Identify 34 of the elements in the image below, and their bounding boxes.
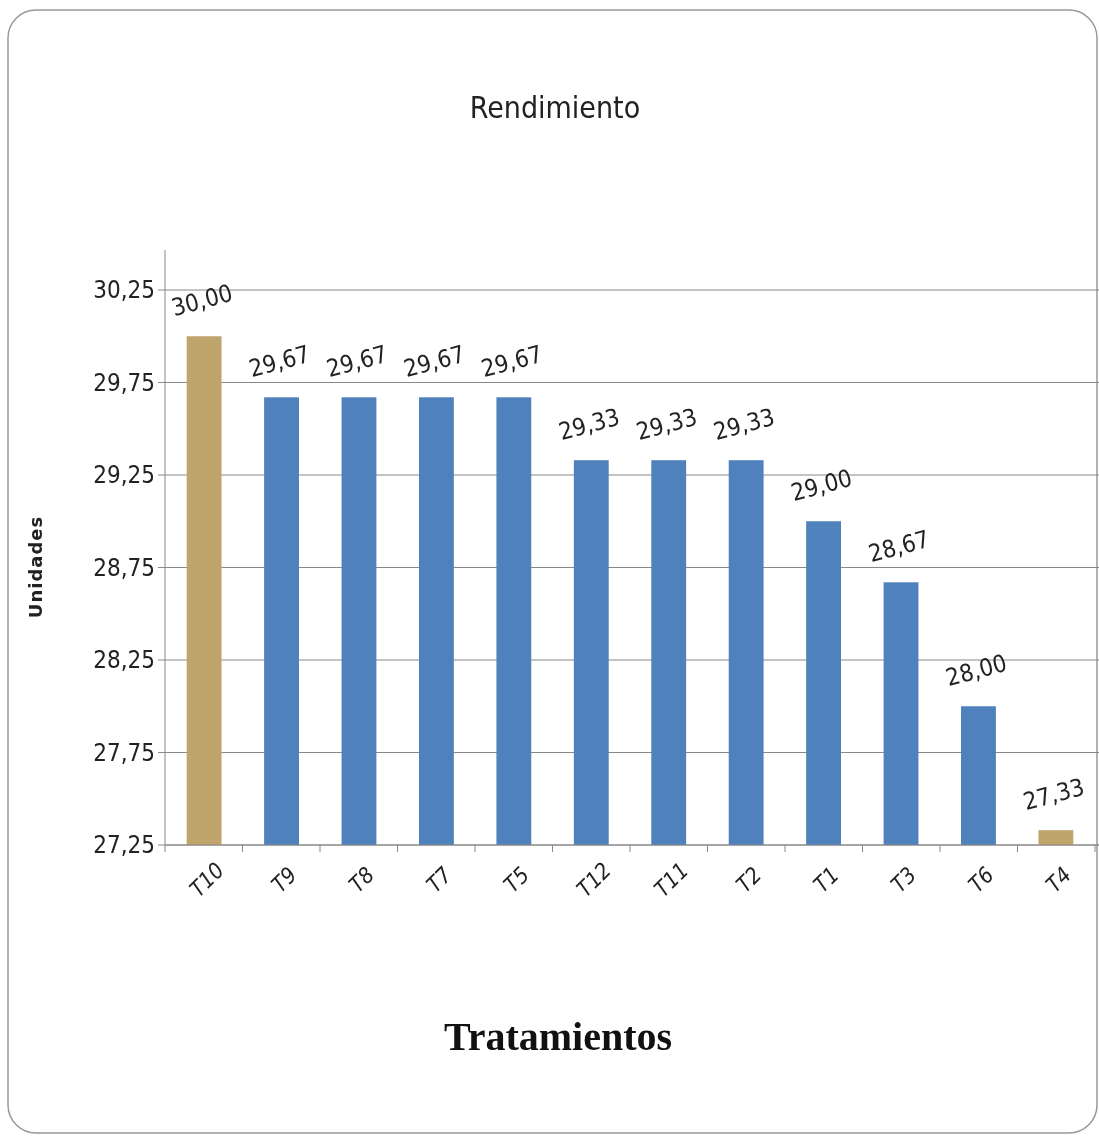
x-tick-label: T3 — [886, 862, 922, 898]
data-label: 28,67 — [865, 525, 933, 569]
x-tick-label: T12 — [571, 857, 616, 902]
data-label: 28,00 — [942, 649, 1010, 693]
y-tick-label: 28,75 — [93, 553, 155, 582]
x-tick-label: T8 — [344, 862, 380, 898]
chart-title: Rendimiento — [469, 90, 641, 125]
data-label: 29,67 — [246, 340, 313, 384]
data-label: 29,00 — [788, 464, 855, 508]
data-label: 27,33 — [1020, 772, 1088, 816]
y-tick-label: 29,25 — [93, 461, 155, 490]
data-label: 29,67 — [400, 340, 468, 384]
x-axis-title: Tratamientos — [443, 1014, 673, 1059]
x-tick-label: T5 — [498, 862, 535, 898]
x-tick-label: T6 — [963, 862, 999, 898]
y-tick-label: 27,75 — [93, 738, 155, 767]
data-label: 29,33 — [555, 402, 623, 446]
y-tick-label: 29,75 — [93, 368, 155, 397]
x-tick-label: T1 — [808, 862, 844, 898]
y-tick-label: 30,25 — [93, 276, 155, 305]
x-tick-label: T9 — [266, 862, 302, 898]
data-label: 29,33 — [710, 402, 778, 446]
data-label: 30,00 — [168, 279, 236, 323]
x-tick-label: T11 — [649, 857, 694, 902]
data-label: 29,33 — [633, 402, 701, 446]
data-label: 29,67 — [323, 340, 391, 384]
y-tick-label: 27,25 — [93, 831, 155, 860]
x-tick-label: T2 — [731, 862, 767, 898]
y-tick-label: 28,25 — [93, 646, 155, 675]
data-label: 29,67 — [478, 340, 546, 384]
x-tick-label: T7 — [421, 861, 457, 898]
x-tick-label: T10 — [184, 857, 229, 902]
y-axis-title: Unidades — [25, 515, 46, 619]
x-tick-label: T4 — [1041, 862, 1077, 898]
